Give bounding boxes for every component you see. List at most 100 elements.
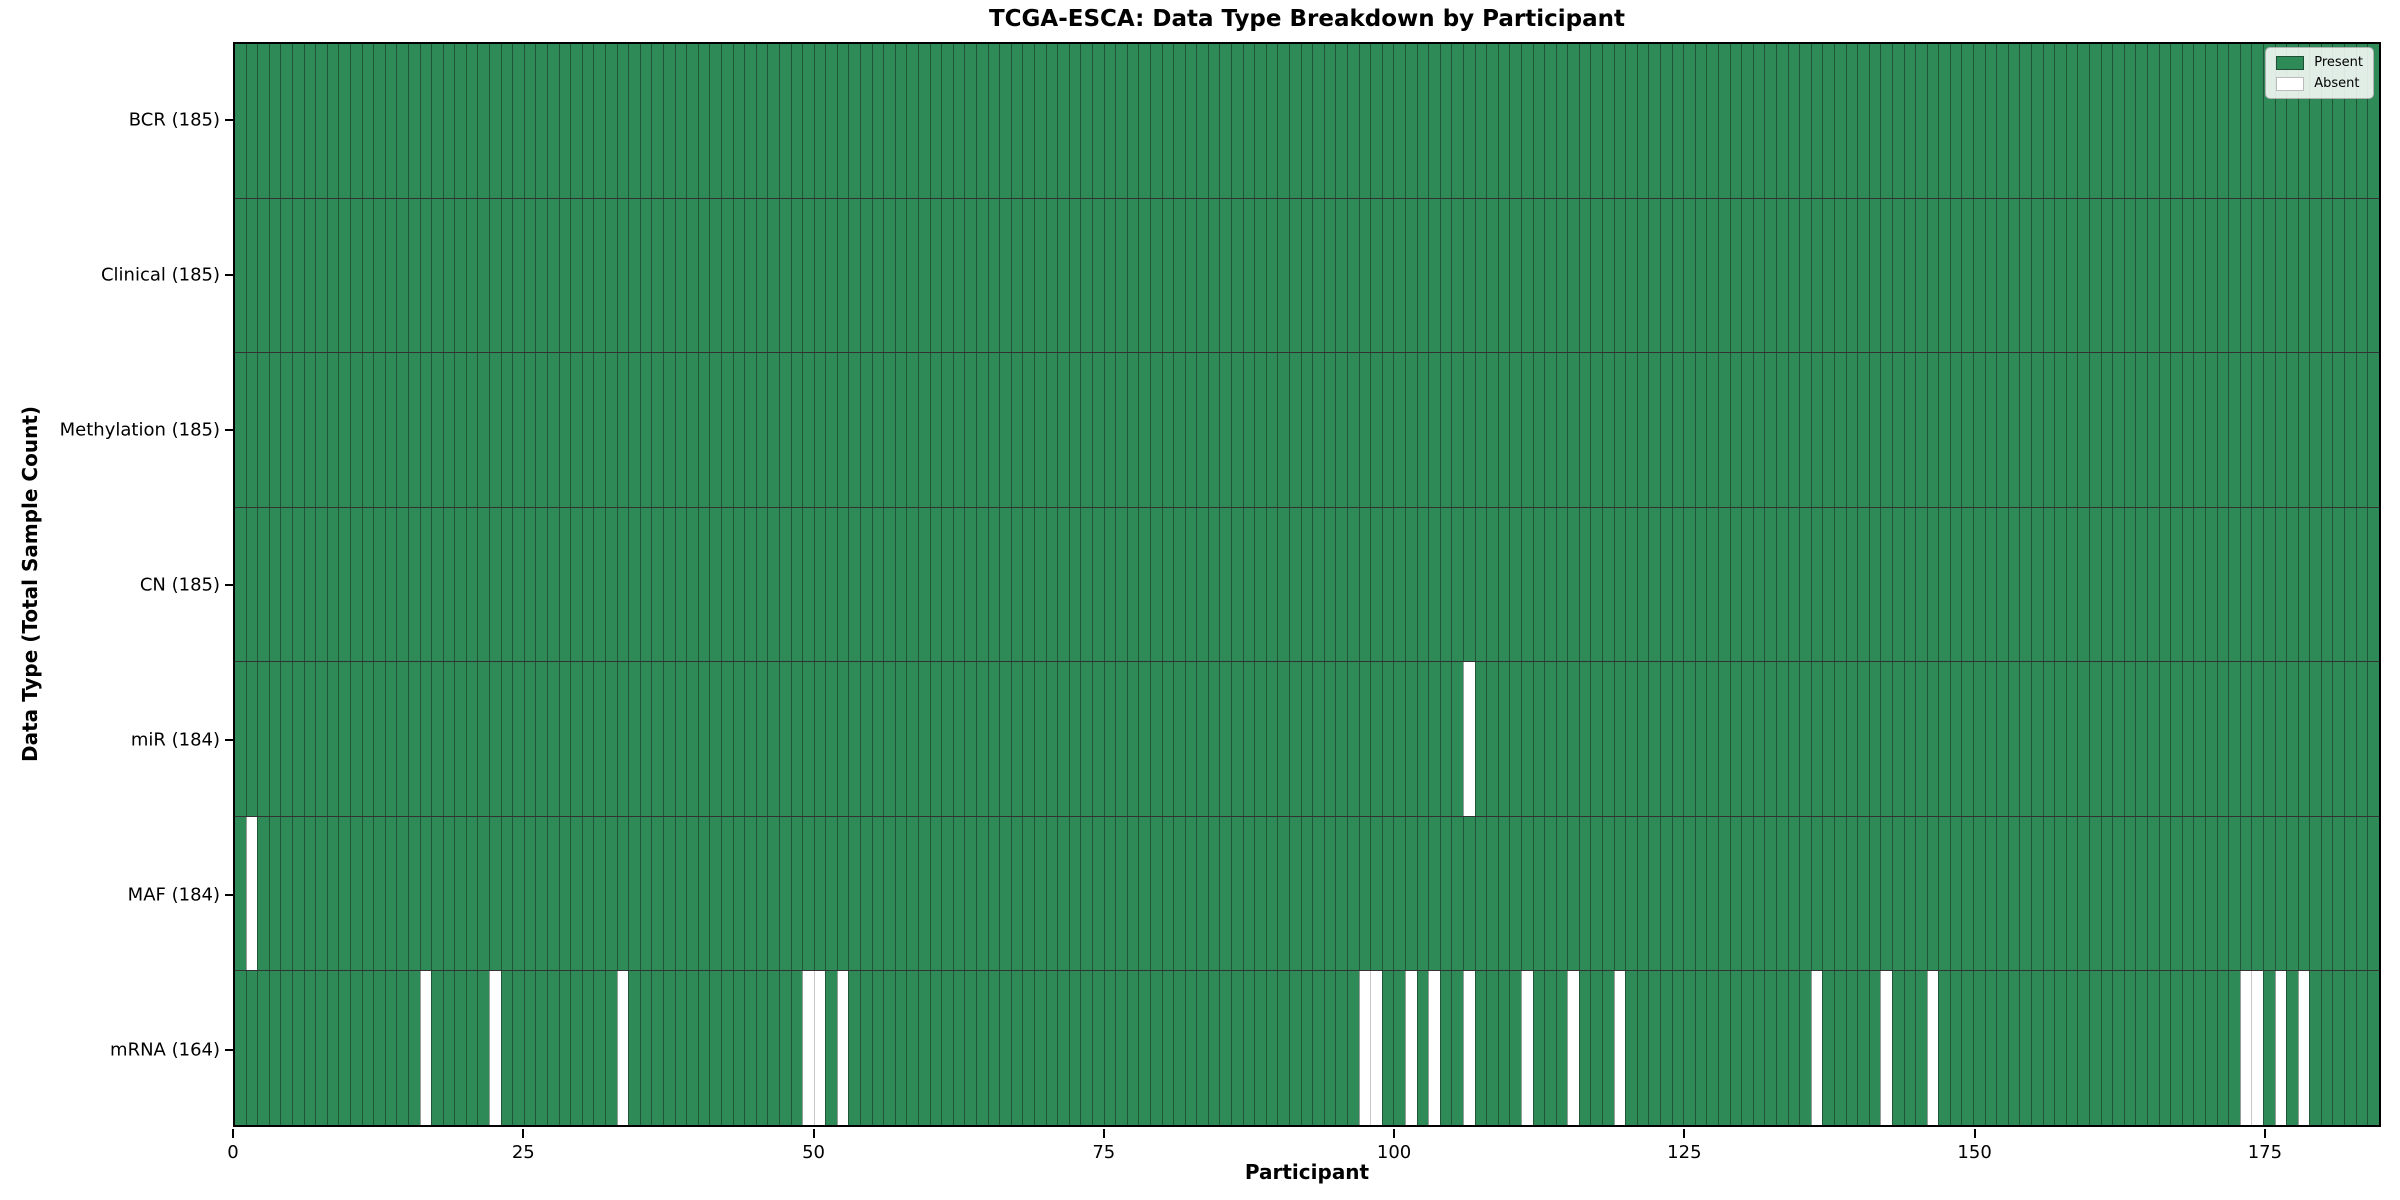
cell xyxy=(894,353,907,507)
cell xyxy=(1115,662,1127,816)
cell xyxy=(790,816,803,971)
cell xyxy=(2112,507,2124,662)
cell xyxy=(1462,971,1475,1126)
cell xyxy=(1648,662,1661,816)
cell xyxy=(268,198,281,353)
cell xyxy=(2332,816,2345,971)
legend: Present Absent xyxy=(2265,47,2374,99)
cell xyxy=(396,662,408,816)
cell xyxy=(1010,662,1023,816)
cell xyxy=(1718,44,1730,198)
cell xyxy=(315,507,327,662)
cell xyxy=(1636,816,1649,971)
cell xyxy=(1973,353,1985,507)
cell xyxy=(268,816,281,971)
cell xyxy=(906,662,919,816)
cell xyxy=(268,971,281,1126)
cell xyxy=(825,353,837,507)
cell xyxy=(1880,507,1892,662)
cell xyxy=(1219,971,1232,1126)
cell xyxy=(1961,353,1974,507)
cell xyxy=(1996,662,2008,816)
cell xyxy=(1161,507,1174,662)
cell xyxy=(987,971,1000,1126)
cell xyxy=(1555,44,1568,198)
cell xyxy=(1300,44,1313,198)
cell xyxy=(755,44,768,198)
cell xyxy=(836,971,849,1126)
cell xyxy=(465,816,478,971)
cell xyxy=(1173,971,1185,1126)
cell xyxy=(732,816,745,971)
cell xyxy=(1196,662,1208,816)
cell xyxy=(2332,507,2345,662)
x-tick-label: 150 xyxy=(1957,1142,1992,1163)
cell xyxy=(1045,44,1058,198)
cell xyxy=(2216,353,2229,507)
cell xyxy=(2286,816,2298,971)
cell xyxy=(616,507,629,662)
cell xyxy=(315,198,327,353)
cell xyxy=(860,816,872,971)
cell xyxy=(2367,353,2379,507)
cell xyxy=(2135,816,2147,971)
cell xyxy=(1486,971,1498,1126)
cell xyxy=(2286,353,2298,507)
cell xyxy=(1915,971,1927,1126)
cell xyxy=(2216,198,2229,353)
cell xyxy=(964,198,976,353)
cell xyxy=(2019,198,2032,353)
cell xyxy=(245,353,258,507)
cell xyxy=(535,507,548,662)
cell xyxy=(1973,816,1985,971)
cell xyxy=(1648,44,1661,198)
cell xyxy=(1474,353,1487,507)
cell xyxy=(755,662,768,816)
cell xyxy=(442,44,455,198)
cell xyxy=(1787,353,1800,507)
cell xyxy=(523,353,536,507)
cell xyxy=(1625,971,1637,1126)
cell xyxy=(2112,353,2124,507)
cell xyxy=(2297,353,2310,507)
cell xyxy=(755,198,768,353)
cell xyxy=(1984,353,1997,507)
cell xyxy=(778,198,791,353)
cell xyxy=(1718,353,1730,507)
cell xyxy=(2204,198,2217,353)
cell xyxy=(732,198,745,353)
cell xyxy=(581,971,594,1126)
cell xyxy=(512,971,524,1126)
cell xyxy=(1683,816,1695,971)
cell xyxy=(1845,662,1858,816)
cell xyxy=(720,353,733,507)
cell xyxy=(1289,507,1301,662)
cell xyxy=(1335,816,1347,971)
cell xyxy=(326,353,339,507)
y-tick-label: MAF (184) xyxy=(127,884,220,905)
cell xyxy=(303,353,316,507)
cell xyxy=(235,816,246,971)
cell xyxy=(2031,816,2043,971)
cell xyxy=(1729,198,1742,353)
cell xyxy=(767,662,779,816)
cell xyxy=(558,44,571,198)
cell xyxy=(1799,353,1811,507)
cell xyxy=(1775,816,1788,971)
cell xyxy=(570,971,582,1126)
cell xyxy=(1115,971,1127,1126)
cell xyxy=(1370,198,1382,353)
cell xyxy=(941,662,953,816)
cell xyxy=(1996,44,2008,198)
cell xyxy=(512,662,524,816)
cell xyxy=(906,353,919,507)
cell xyxy=(1486,198,1498,353)
cell xyxy=(1080,971,1092,1126)
cell xyxy=(1149,353,1162,507)
cell xyxy=(918,44,930,198)
cell xyxy=(349,44,362,198)
cell xyxy=(558,198,571,353)
cell xyxy=(1289,971,1301,1126)
cell xyxy=(674,198,687,353)
